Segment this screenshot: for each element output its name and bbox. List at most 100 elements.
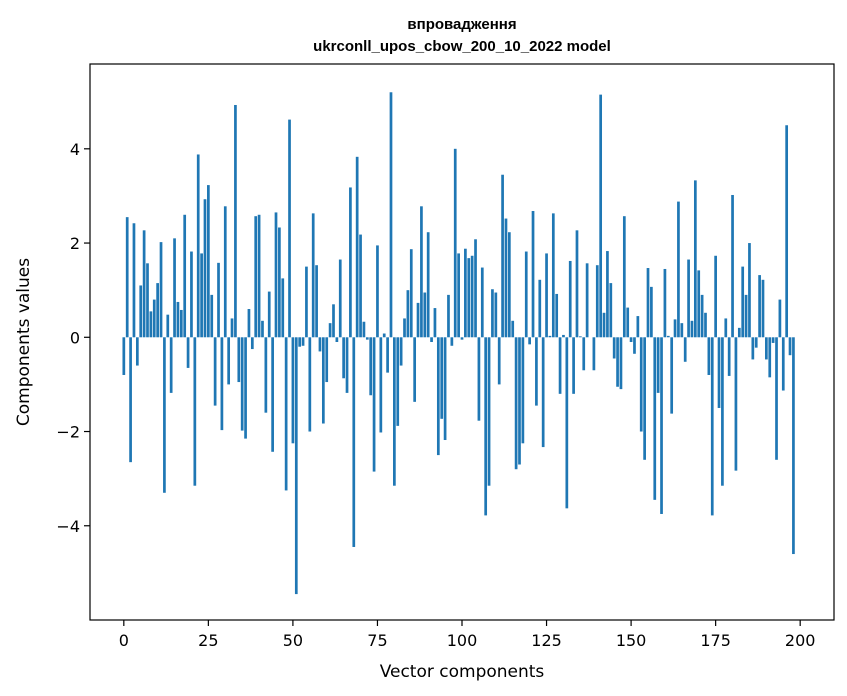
bar — [781, 337, 785, 391]
bar — [778, 299, 782, 338]
bar — [602, 312, 606, 338]
bar — [376, 245, 379, 338]
bar — [440, 337, 444, 419]
bar — [223, 206, 227, 338]
bar — [159, 242, 163, 338]
y-tick-label: −2 — [56, 423, 80, 442]
bar — [436, 337, 440, 456]
bar — [247, 309, 251, 338]
bar — [328, 323, 332, 338]
bar — [315, 265, 318, 338]
bar — [639, 337, 643, 432]
bar — [626, 307, 630, 338]
bar — [633, 337, 636, 354]
bar — [575, 230, 579, 338]
bar — [352, 337, 356, 547]
y-tick-label: 0 — [70, 328, 80, 347]
bar — [254, 216, 258, 338]
y-tick-label: −4 — [56, 517, 80, 536]
bar — [132, 223, 136, 338]
bar — [734, 337, 738, 471]
bar — [423, 292, 427, 338]
bar — [737, 327, 741, 338]
bar — [744, 294, 748, 338]
bar — [697, 270, 701, 338]
bar — [690, 320, 694, 338]
x-tick-label: 175 — [700, 631, 731, 650]
bar — [707, 337, 711, 375]
bar — [646, 268, 650, 338]
bar — [541, 337, 545, 448]
bar — [518, 337, 521, 465]
bar — [724, 318, 728, 338]
bar — [721, 337, 724, 486]
bar — [325, 337, 329, 383]
bar — [792, 337, 795, 555]
chart-title-line-2: ukrconll_upos_cbow_200_10_2022 model — [313, 38, 611, 55]
bar — [430, 337, 433, 342]
bar — [650, 286, 653, 338]
bar — [196, 154, 200, 338]
bar — [700, 294, 704, 338]
bar — [599, 94, 603, 338]
bar — [166, 314, 170, 338]
bar — [416, 302, 420, 338]
bar — [548, 335, 552, 338]
bar — [771, 337, 775, 343]
bar — [497, 337, 501, 385]
bar — [710, 337, 714, 516]
bar — [382, 333, 386, 338]
bar — [609, 283, 613, 338]
bar — [460, 337, 464, 340]
bar — [163, 337, 166, 493]
bar — [592, 337, 596, 371]
bar — [595, 265, 599, 338]
x-tick-label: 150 — [616, 631, 647, 650]
bar — [142, 230, 146, 338]
bar — [677, 201, 680, 338]
y-axis-label: Components values — [14, 258, 34, 426]
bar — [643, 337, 646, 460]
bar — [345, 337, 349, 393]
bar — [768, 337, 772, 378]
y-tick-label: 2 — [70, 234, 80, 253]
bar — [321, 337, 325, 424]
bar — [582, 337, 586, 371]
bar — [433, 308, 437, 338]
bar — [504, 218, 508, 338]
bar — [308, 337, 312, 432]
bar — [606, 251, 609, 338]
bar — [288, 119, 291, 338]
x-tick-label: 75 — [367, 631, 387, 650]
bar — [278, 227, 281, 338]
bar — [528, 337, 531, 345]
bar — [244, 337, 247, 439]
bar — [555, 293, 559, 338]
bar — [491, 289, 494, 338]
bar — [298, 337, 302, 347]
bar — [754, 337, 758, 348]
bar — [267, 291, 271, 338]
bar — [758, 275, 761, 338]
bar — [311, 213, 315, 338]
bar — [453, 148, 457, 338]
bar — [616, 337, 619, 387]
bar — [545, 253, 548, 338]
bar — [169, 337, 173, 393]
bar — [207, 185, 210, 338]
bar — [149, 311, 153, 338]
bar — [271, 337, 274, 452]
bar — [122, 337, 126, 375]
bar — [318, 337, 322, 352]
y-tick-label: 4 — [70, 140, 80, 159]
x-tick-label: 50 — [283, 631, 303, 650]
bar — [426, 232, 430, 338]
bar — [663, 268, 667, 338]
bar — [274, 212, 278, 338]
bar — [365, 337, 369, 340]
bar — [220, 337, 224, 431]
bar — [264, 337, 268, 413]
x-tick-label: 25 — [198, 631, 218, 650]
bar — [673, 319, 677, 338]
